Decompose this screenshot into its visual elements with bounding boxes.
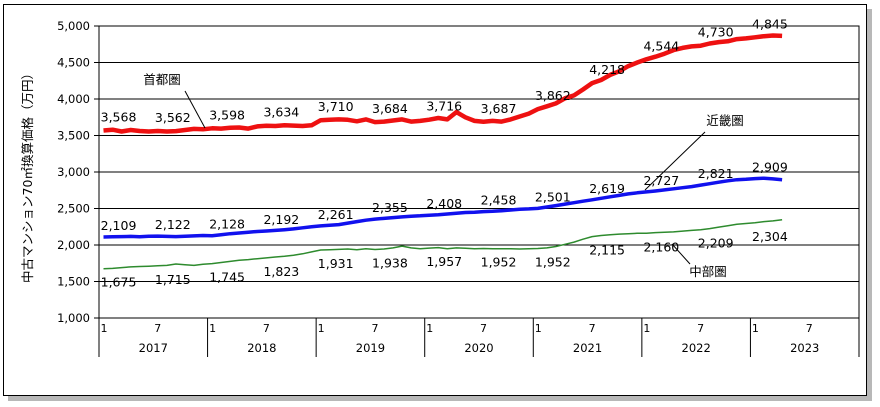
data-label: 2,304 xyxy=(752,229,788,244)
data-label: 2,209 xyxy=(698,236,734,251)
y-axis-label: 中古マンション70㎡換算価格（万円） xyxy=(20,67,35,283)
chart-frame xyxy=(3,4,867,396)
month-tick-label: 1 xyxy=(752,322,759,335)
y-tick-label: 1,000 xyxy=(57,311,90,325)
data-label: 2,115 xyxy=(589,243,625,258)
year-label: 2020 xyxy=(464,341,493,355)
data-label: 2,909 xyxy=(752,160,788,175)
month-tick-label: 7 xyxy=(806,322,813,335)
y-tick-label: 4,000 xyxy=(57,92,90,106)
data-label: 2,619 xyxy=(589,181,625,196)
y-tick-label: 3,500 xyxy=(57,129,90,143)
series-line-2 xyxy=(103,176,783,239)
month-tick-label: 7 xyxy=(371,322,378,335)
data-label: 3,634 xyxy=(263,105,299,120)
data-label: 1,952 xyxy=(535,255,571,270)
year-label: 2022 xyxy=(682,341,711,355)
data-label: 1,745 xyxy=(209,270,245,285)
data-label: 4,845 xyxy=(752,16,788,31)
data-label: 2,355 xyxy=(372,200,408,215)
y-tick-label: 2,000 xyxy=(57,238,90,252)
series-line-1 xyxy=(103,33,783,134)
data-label: 4,544 xyxy=(643,38,679,53)
data-label: 3,684 xyxy=(372,101,408,116)
year-label: 2019 xyxy=(356,341,385,355)
month-tick-label: 1 xyxy=(643,322,650,335)
data-label: 1,938 xyxy=(372,256,408,271)
data-label: 3,687 xyxy=(481,101,517,116)
data-label: 2,122 xyxy=(155,217,191,232)
y-axis: 1,000 1,500 2,000 2,500 3,000 3,500 4,000 4,500… xyxy=(57,19,99,325)
data-label: 3,568 xyxy=(101,110,137,125)
month-tick-label: 1 xyxy=(318,322,325,335)
month-tick-label: 7 xyxy=(263,322,270,335)
data-label: 2,458 xyxy=(481,193,517,208)
series-lines xyxy=(103,33,783,270)
data-label: 2,192 xyxy=(263,212,299,227)
data-label: 2,501 xyxy=(535,189,571,204)
data-label: 3,716 xyxy=(426,99,462,114)
data-label: 3,710 xyxy=(318,99,354,114)
year-label: 2018 xyxy=(247,341,276,355)
series-label: 中部圏 xyxy=(689,264,727,279)
month-tick-label: 1 xyxy=(426,322,433,335)
data-label: 3,862 xyxy=(535,88,571,103)
data-label: 1,931 xyxy=(318,256,354,271)
data-label: 2,821 xyxy=(698,166,734,181)
y-tick-label: 2,500 xyxy=(57,202,90,216)
month-tick-label: 1 xyxy=(209,322,216,335)
series-label-leader xyxy=(671,243,691,265)
data-label: 1,715 xyxy=(155,272,191,287)
data-label: 3,598 xyxy=(209,107,245,122)
series-label-leader xyxy=(644,131,706,191)
series-label: 近畿圏 xyxy=(706,113,744,128)
data-label: 2,727 xyxy=(643,173,679,188)
y-tick-label: 3,000 xyxy=(57,165,90,179)
month-tick-label: 7 xyxy=(154,322,161,335)
series-label: 首都圏 xyxy=(143,72,181,87)
data-label: 2,109 xyxy=(101,218,137,233)
data-label: 2,160 xyxy=(643,239,679,254)
data-label: 3,562 xyxy=(155,110,191,125)
data-label: 1,823 xyxy=(263,264,299,279)
data-label: 2,408 xyxy=(426,196,462,211)
year-label: 2023 xyxy=(790,341,819,355)
y-tick-label: 4,500 xyxy=(57,56,90,70)
series-line-3 xyxy=(103,219,783,270)
month-tick-label: 7 xyxy=(589,322,596,335)
year-label: 2017 xyxy=(139,341,168,355)
series-label-leader xyxy=(184,90,206,129)
month-tick-label: 1 xyxy=(101,322,108,335)
data-label: 4,218 xyxy=(589,62,625,77)
x-axis: 1 7 1 7 1 7 1 7 1 7 1 7 1 7 2017 2018 2019 2020 2021 2022 20… xyxy=(98,318,860,357)
year-label: 2021 xyxy=(573,341,602,355)
y-tick-label: 1,500 xyxy=(57,275,90,289)
y-tick-label: 5,000 xyxy=(57,19,90,33)
data-label: 1,675 xyxy=(101,275,137,290)
data-label: 2,261 xyxy=(318,207,354,222)
data-labels: 3,568 3,562 3,598 3,634 3,710 3,684 3,716 3,687… xyxy=(101,16,788,289)
data-label: 4,730 xyxy=(698,25,734,40)
month-tick-label: 7 xyxy=(697,322,704,335)
data-label: 1,957 xyxy=(426,254,462,269)
data-label: 2,128 xyxy=(209,217,245,232)
month-tick-label: 1 xyxy=(535,322,542,335)
data-label: 1,952 xyxy=(481,255,517,270)
month-tick-label: 7 xyxy=(480,322,487,335)
